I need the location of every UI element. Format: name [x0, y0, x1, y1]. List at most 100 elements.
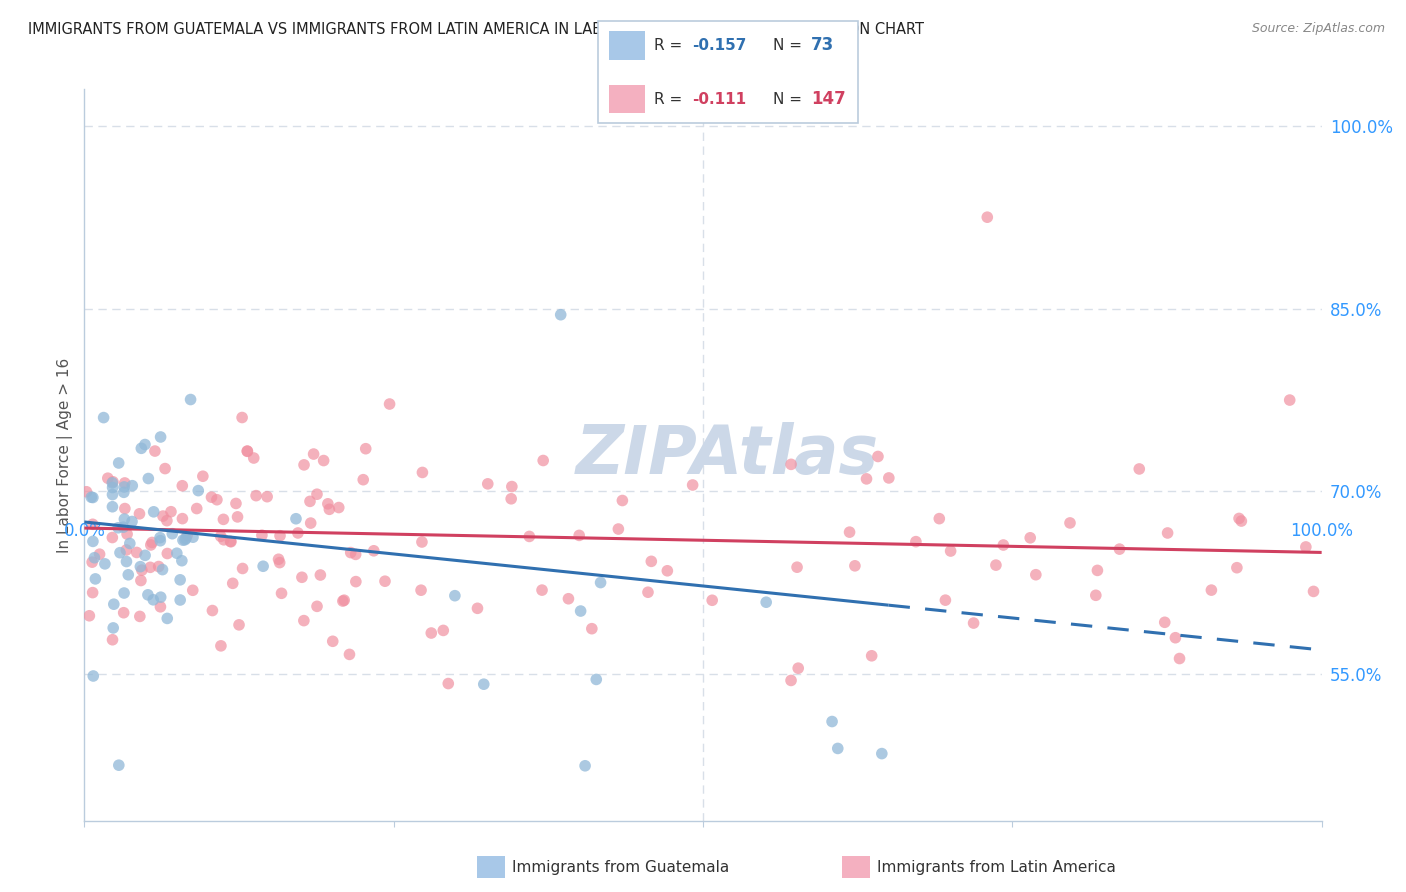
Point: [256, 490, 278, 504]
Point: [780, 458, 803, 472]
Point: [82, 555, 104, 569]
Point: [1108, 542, 1130, 557]
Text: N =: N =: [773, 92, 807, 106]
Point: [225, 496, 247, 510]
Point: [786, 560, 808, 574]
Point: [101, 500, 124, 514]
Point: [333, 593, 356, 607]
Point: [531, 453, 554, 467]
Point: [640, 554, 662, 568]
Point: [637, 585, 659, 599]
Point: [305, 599, 328, 614]
Point: [114, 475, 136, 490]
Point: [115, 527, 138, 541]
Point: [374, 574, 396, 589]
Point: [82, 491, 104, 505]
Point: [112, 480, 135, 494]
Point: [128, 609, 150, 624]
Point: [939, 544, 962, 558]
Text: 0.0%: 0.0%: [63, 522, 105, 541]
Point: [1156, 526, 1178, 541]
Point: [114, 501, 136, 516]
Point: [82, 585, 104, 599]
Point: [176, 528, 198, 542]
Point: [844, 558, 866, 573]
Point: [574, 758, 596, 772]
Point: [1278, 393, 1301, 408]
Point: [149, 590, 172, 604]
Point: [181, 530, 204, 544]
Point: [134, 549, 156, 563]
Point: [231, 410, 253, 425]
Point: [1230, 514, 1253, 528]
Point: [302, 447, 325, 461]
Point: [149, 531, 172, 545]
Point: [1084, 588, 1107, 602]
Point: [101, 531, 124, 545]
Point: [250, 528, 273, 542]
Text: R =: R =: [654, 92, 692, 106]
Point: [287, 525, 309, 540]
Point: [860, 648, 883, 663]
Point: [97, 471, 120, 485]
Text: 147: 147: [811, 90, 846, 108]
Point: [174, 532, 197, 546]
Point: [134, 437, 156, 451]
Point: [101, 632, 124, 647]
Point: [186, 501, 208, 516]
Point: [212, 533, 235, 547]
Point: [519, 529, 541, 543]
Point: [472, 677, 495, 691]
Point: [93, 410, 115, 425]
Point: [581, 622, 603, 636]
Point: [269, 529, 291, 543]
Point: [136, 588, 159, 602]
Point: [200, 490, 222, 504]
Point: [501, 479, 523, 493]
Point: [101, 475, 124, 490]
Point: [142, 592, 165, 607]
Point: [219, 534, 242, 549]
Point: [1168, 651, 1191, 665]
Point: [657, 564, 679, 578]
Point: [339, 648, 361, 662]
Point: [585, 673, 607, 687]
Point: [292, 458, 315, 472]
Point: [236, 444, 259, 458]
Point: [309, 568, 332, 582]
Point: [877, 471, 900, 485]
Point: [437, 676, 460, 690]
Point: [180, 392, 202, 407]
Point: [156, 514, 179, 528]
Point: [904, 534, 927, 549]
Point: [121, 478, 143, 492]
Point: [152, 509, 174, 524]
Point: [79, 608, 101, 623]
Point: [149, 430, 172, 444]
Point: [827, 741, 849, 756]
Point: [125, 545, 148, 559]
Point: [236, 444, 259, 458]
Point: [252, 559, 274, 574]
Point: [928, 511, 950, 525]
Text: Immigrants from Latin America: Immigrants from Latin America: [877, 860, 1116, 874]
Point: [101, 487, 124, 501]
Point: [112, 512, 135, 526]
Point: [838, 525, 860, 540]
Point: [172, 479, 194, 493]
Point: [866, 450, 889, 464]
Point: [129, 574, 152, 588]
Point: [172, 533, 194, 548]
Point: [76, 484, 98, 499]
Point: [312, 453, 335, 467]
Point: [589, 575, 612, 590]
Point: [212, 512, 235, 526]
Point: [191, 469, 214, 483]
Y-axis label: In Labor Force | Age > 16: In Labor Force | Age > 16: [58, 358, 73, 552]
Point: [242, 450, 264, 465]
Point: [115, 543, 138, 558]
Text: 73: 73: [811, 37, 835, 54]
Point: [550, 308, 572, 322]
Point: [467, 601, 489, 615]
Point: [332, 594, 354, 608]
